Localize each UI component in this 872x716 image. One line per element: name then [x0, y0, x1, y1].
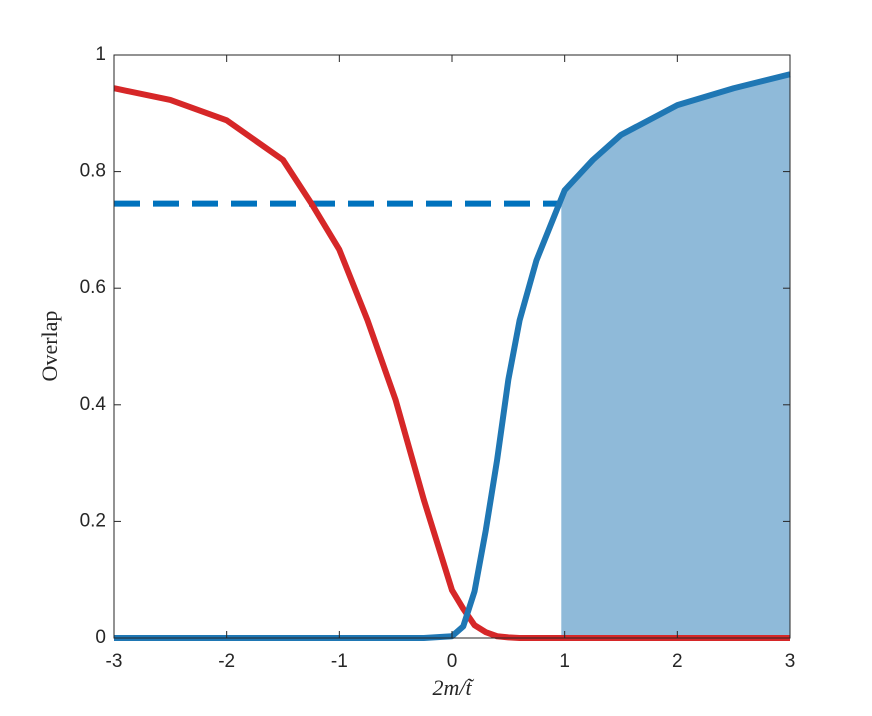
x-tick-label: 3 — [785, 651, 796, 672]
x-tick-label: -2 — [218, 651, 235, 672]
x-tick-label: 1 — [559, 651, 570, 672]
y-tick-label: 0.6 — [80, 277, 106, 298]
y-axis-label: Overlap — [37, 311, 62, 382]
x-tick-label: 0 — [447, 651, 458, 672]
shaded-region — [561, 74, 790, 638]
x-axis-label: 2m/t̃ — [432, 675, 474, 700]
y-tick-label: 0.4 — [80, 394, 107, 415]
x-tick-label: 2 — [672, 651, 683, 672]
y-tick-label: 0.2 — [80, 510, 106, 531]
x-tick-label: -1 — [331, 651, 348, 672]
y-tick-label: 0.8 — [80, 161, 106, 182]
y-tick-label: 0 — [95, 627, 106, 648]
y-tick-label: 1 — [95, 44, 106, 65]
x-tick-label: -3 — [106, 651, 123, 672]
